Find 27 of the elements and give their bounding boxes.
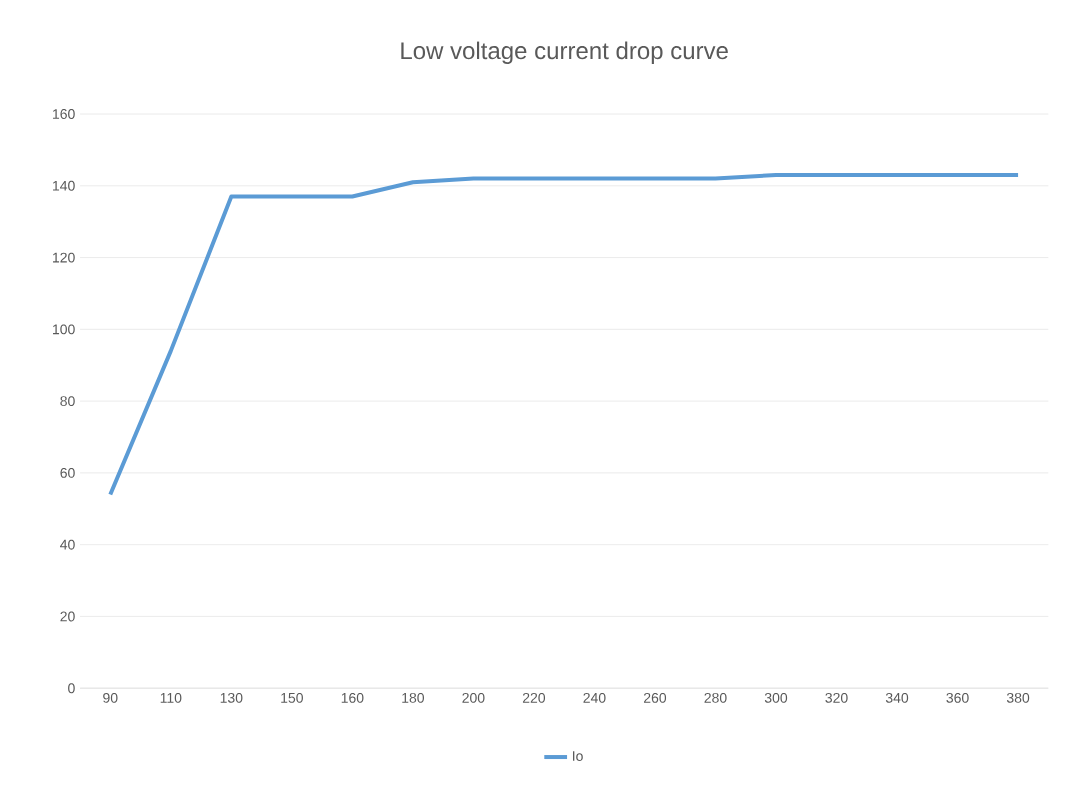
x-tick-label: 150 [281,692,303,703]
y-tick-label: 60 [60,467,75,478]
x-tick-label: 160 [341,692,364,703]
x-tick-label: 130 [220,692,243,703]
y-tick-label: 0 [68,683,75,694]
y-tick-label: 20 [60,611,75,622]
y-tick-label: 100 [53,324,75,335]
y-tick-label: 120 [53,252,75,263]
chart-title: Low voltage current drop curve [401,41,728,65]
x-tick-label: 380 [1006,692,1030,703]
x-tick-label: 110 [160,692,182,703]
legend-label: Io [573,751,583,762]
x-tick-label: 320 [825,692,848,703]
x-tick-label: 240 [583,692,606,703]
y-tick-label: 80 [60,396,75,407]
y-tick-label: 160 [53,109,75,120]
y-tick-label: 40 [60,539,75,550]
x-tick-label: 180 [402,692,425,703]
x-tick-label: 300 [764,692,788,703]
x-tick-label: 340 [885,692,909,703]
x-tick-label: 360 [946,692,969,703]
x-tick-label: 260 [643,692,667,703]
x-tick-label: 200 [462,692,485,703]
y-tick-label: 140 [53,180,75,191]
x-tick-label: 280 [704,692,727,703]
x-tick-label: 220 [522,692,546,703]
x-tick-label: 90 [103,692,118,703]
